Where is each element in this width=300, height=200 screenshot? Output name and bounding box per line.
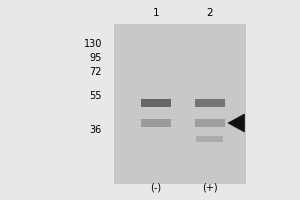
FancyBboxPatch shape [195, 119, 225, 127]
Text: (-): (-) [150, 182, 162, 192]
Text: 55: 55 [89, 91, 102, 101]
FancyBboxPatch shape [141, 119, 171, 127]
FancyBboxPatch shape [114, 24, 246, 184]
Text: 1: 1 [153, 8, 159, 18]
FancyBboxPatch shape [195, 99, 225, 107]
Text: 130: 130 [84, 39, 102, 49]
Polygon shape [228, 114, 244, 132]
Text: (+): (+) [202, 182, 218, 192]
Text: 95: 95 [90, 53, 102, 63]
FancyBboxPatch shape [196, 136, 224, 142]
Text: 36: 36 [90, 125, 102, 135]
Text: 72: 72 [89, 67, 102, 77]
Text: 2: 2 [207, 8, 213, 18]
FancyBboxPatch shape [141, 99, 171, 107]
